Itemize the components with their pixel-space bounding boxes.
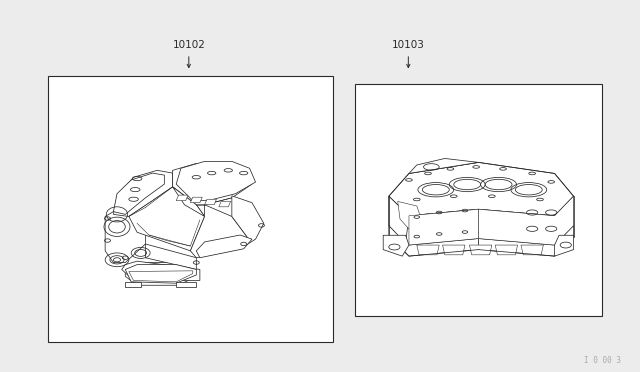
Polygon shape bbox=[196, 235, 252, 258]
Polygon shape bbox=[470, 245, 492, 255]
Polygon shape bbox=[495, 245, 518, 255]
Polygon shape bbox=[232, 196, 264, 249]
Polygon shape bbox=[389, 196, 479, 245]
Polygon shape bbox=[389, 162, 573, 216]
Polygon shape bbox=[479, 225, 573, 256]
Polygon shape bbox=[176, 161, 255, 201]
Bar bbox=[48, 76, 333, 342]
Polygon shape bbox=[145, 244, 196, 269]
Polygon shape bbox=[105, 205, 145, 263]
Polygon shape bbox=[125, 282, 141, 287]
Polygon shape bbox=[398, 201, 420, 234]
Polygon shape bbox=[129, 187, 205, 251]
Polygon shape bbox=[389, 196, 409, 243]
Bar bbox=[355, 84, 602, 316]
Polygon shape bbox=[389, 225, 479, 256]
Polygon shape bbox=[409, 158, 479, 173]
Polygon shape bbox=[409, 209, 479, 245]
Polygon shape bbox=[191, 197, 202, 203]
Polygon shape bbox=[417, 245, 439, 255]
Text: I 0 00 3: I 0 00 3 bbox=[584, 356, 621, 365]
Text: 10102: 10102 bbox=[172, 40, 205, 50]
Polygon shape bbox=[125, 263, 196, 285]
Polygon shape bbox=[521, 245, 543, 255]
Polygon shape bbox=[555, 235, 573, 256]
Text: 10103: 10103 bbox=[392, 40, 425, 50]
Polygon shape bbox=[219, 201, 230, 207]
Polygon shape bbox=[173, 187, 205, 217]
Polygon shape bbox=[443, 245, 465, 255]
Polygon shape bbox=[176, 282, 196, 287]
Polygon shape bbox=[479, 196, 573, 245]
Polygon shape bbox=[191, 205, 247, 258]
Polygon shape bbox=[113, 173, 164, 214]
Polygon shape bbox=[176, 195, 188, 201]
Polygon shape bbox=[383, 235, 409, 256]
Polygon shape bbox=[173, 163, 252, 205]
Polygon shape bbox=[479, 196, 573, 245]
Polygon shape bbox=[122, 261, 200, 280]
Polygon shape bbox=[113, 170, 173, 217]
Polygon shape bbox=[125, 264, 196, 283]
Polygon shape bbox=[205, 199, 216, 205]
Polygon shape bbox=[129, 271, 193, 282]
